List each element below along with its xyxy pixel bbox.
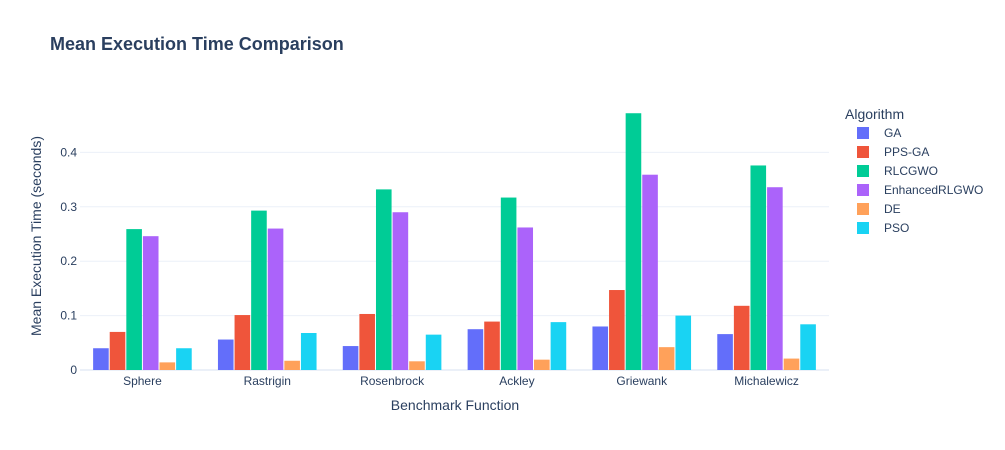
bar-pps-ga-michalewicz (733, 305, 750, 370)
bar-de-sphere (159, 362, 176, 370)
x-tick-label: Ackley (499, 374, 534, 388)
legend-label-ga[interactable]: GA (884, 126, 901, 140)
x-tick-label: Rosenbrock (360, 374, 425, 388)
bar-enhancedrlgwo-michalewicz (767, 187, 783, 370)
y-tick-label: 0.2 (60, 254, 77, 268)
bar-rlcgwo-ackley (500, 197, 517, 370)
legend-swatch-ga[interactable] (857, 127, 869, 139)
bar-de-rosenbrock (409, 361, 425, 370)
legend-label-enhancedrlgwo[interactable]: EnhancedRLGWO (884, 183, 983, 197)
bar-ga-michalewicz (717, 334, 733, 370)
x-tick-label: Sphere (123, 374, 162, 388)
bar-enhancedrlgwo-griewank (642, 174, 658, 370)
bar-pso-ackley (550, 322, 567, 370)
bar-de-griewank (658, 347, 675, 370)
bar-rlcgwo-rastrigin (251, 210, 267, 370)
bar-pso-griewank (675, 315, 692, 370)
x-tick-label: Griewank (616, 374, 668, 388)
bar-pps-ga-ackley (484, 321, 500, 370)
bar-enhancedrlgwo-sphere (142, 236, 159, 370)
bar-pso-rosenbrock (425, 334, 442, 370)
bar-rlcgwo-rosenbrock (375, 189, 392, 370)
y-tick-label: 0 (70, 363, 77, 377)
bar-de-ackley (534, 359, 550, 370)
y-axis-title: Mean Execution Time (seconds) (28, 136, 44, 336)
bar-pps-ga-rastrigin (234, 315, 251, 370)
y-tick-label: 0.1 (60, 309, 77, 323)
legend-swatch-enhancedrlgwo[interactable] (857, 184, 869, 196)
bar-ga-ackley (467, 329, 484, 370)
bar-pso-sphere (176, 348, 192, 370)
x-axis-title: Benchmark Function (391, 397, 519, 413)
bar-enhancedrlgwo-ackley (517, 227, 534, 370)
chart-title: Mean Execution Time Comparison (50, 34, 344, 54)
legend-title: Algorithm (845, 106, 904, 122)
x-tick-label: Michalewicz (734, 374, 799, 388)
gridlines (80, 151, 829, 371)
legend-label-pps-ga[interactable]: PPS-GA (884, 145, 929, 159)
legend-swatch-pps-ga[interactable] (857, 146, 869, 158)
bar-pso-michalewicz (800, 324, 816, 370)
bar-de-rastrigin (284, 360, 300, 370)
legend-label-de[interactable]: DE (884, 202, 901, 216)
legend-swatch-rlcgwo[interactable] (857, 165, 869, 177)
bar-pso-rastrigin (300, 333, 317, 370)
legend: Algorithm GA PPS-GA RLCGWO EnhancedRLGWO DE P… (845, 106, 983, 235)
bar-pps-ga-sphere (109, 331, 126, 370)
bars (93, 113, 816, 370)
x-axis-ticks: Sphere Rastrigin Rosenbrock Ackley Griewank M… (123, 374, 799, 388)
bar-ga-rosenbrock (342, 346, 359, 370)
bar-de-michalewicz (783, 358, 800, 370)
bar-ga-sphere (93, 348, 109, 370)
bar-pps-ga-griewank (609, 290, 625, 370)
bar-pps-ga-rosenbrock (359, 313, 375, 370)
bar-rlcgwo-griewank (625, 113, 642, 370)
y-tick-label: 0.3 (60, 200, 77, 214)
x-tick-label: Rastrigin (244, 374, 291, 388)
legend-swatch-de[interactable] (857, 203, 869, 215)
bar-rlcgwo-michalewicz (750, 165, 767, 370)
legend-label-rlcgwo[interactable]: RLCGWO (884, 164, 938, 178)
bar-enhancedrlgwo-rosenbrock (392, 212, 409, 370)
y-axis-ticks: 0 0.1 0.2 0.3 0.4 (60, 145, 77, 377)
bar-ga-rastrigin (217, 339, 234, 370)
legend-swatch-pso[interactable] (857, 222, 869, 234)
y-tick-label: 0.4 (60, 145, 77, 159)
bar-ga-griewank (592, 326, 609, 370)
bar-enhancedrlgwo-rastrigin (267, 228, 284, 370)
bar-rlcgwo-sphere (126, 229, 142, 370)
legend-label-pso[interactable]: PSO (884, 221, 909, 235)
